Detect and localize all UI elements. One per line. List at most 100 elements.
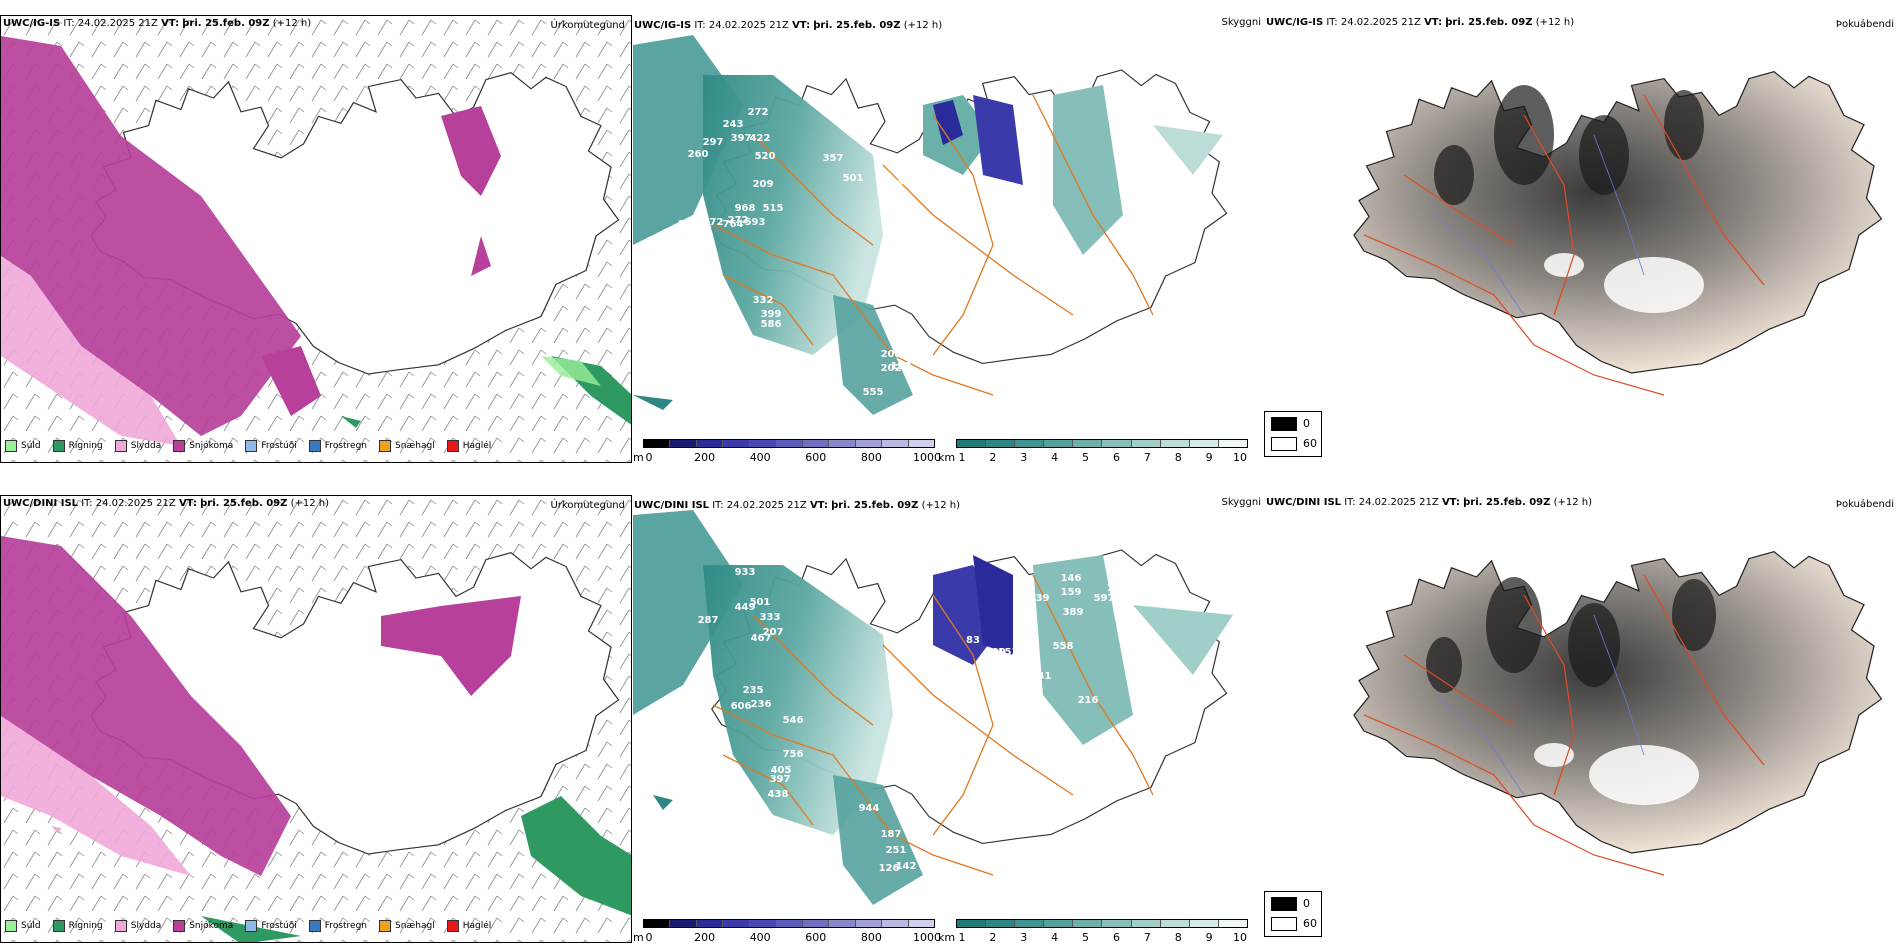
ceiling-value-label: 287 bbox=[698, 615, 719, 626]
colorbar-tick: 0 bbox=[645, 451, 653, 463]
colorbar-segment bbox=[986, 440, 1016, 447]
ceiling-colorbar: m 0 200 400 600 800 1000 bbox=[633, 439, 941, 463]
legend-swatch bbox=[308, 440, 321, 452]
ceiling-value-label: 501 bbox=[843, 173, 864, 184]
it-label: IT: bbox=[63, 18, 75, 29]
legend-swatch bbox=[308, 920, 321, 932]
colorbar-tick: 1 bbox=[958, 451, 966, 463]
visibility-title: UWC/DINI ISL IT: 24.02.2025 21Z VT: þri.… bbox=[634, 500, 960, 511]
colorbar-tick: 9 bbox=[1205, 931, 1213, 943]
ceiling-value-label: 139 bbox=[1029, 593, 1050, 604]
legend-label: Snjókoma bbox=[189, 441, 234, 451]
valid-time: þri. 25.feb. 09Z bbox=[1445, 17, 1533, 28]
ceiling-unit: m bbox=[633, 451, 644, 463]
colorbar-tick: 5 bbox=[1082, 451, 1090, 463]
precip-legend-item: Snjókoma bbox=[173, 440, 233, 452]
legend-swatch bbox=[446, 440, 459, 452]
lead-time: (+12 h) bbox=[290, 498, 330, 509]
colorbar-segment bbox=[1218, 440, 1247, 447]
ceiling-value-label: 586 bbox=[761, 319, 782, 330]
ceiling-value-label: 399 bbox=[761, 309, 782, 320]
it-label: IT: bbox=[694, 20, 706, 31]
colorbar-segment bbox=[1044, 920, 1074, 927]
fog-title: UWC/IG-IS IT: 24.02.2025 21Z VT: þri. 25… bbox=[1266, 17, 1574, 28]
colorbar-tick: 0 bbox=[645, 931, 653, 943]
lead-time: (+12 h) bbox=[903, 20, 943, 31]
colorbar-segment bbox=[802, 920, 830, 927]
legend-label: Slydda bbox=[130, 921, 162, 931]
precip-panel-bottom: UWC/DINI ISL IT: 24.02.2025 21Z VT: þri.… bbox=[0, 495, 632, 943]
ceiling-value-label: 333 bbox=[760, 612, 781, 623]
fog-panel-label: Þokuábendi bbox=[1835, 499, 1894, 510]
valid-time: þri. 25.feb. 09Z bbox=[813, 20, 901, 31]
ceiling-value-label: 209 bbox=[753, 179, 774, 190]
colorbar-segment bbox=[1189, 920, 1219, 927]
colorbar-segment bbox=[723, 440, 750, 447]
colorbar-tick: 1 bbox=[958, 931, 966, 943]
colorbar-tick: 6 bbox=[1112, 931, 1120, 943]
model-name: UWC/IG-IS bbox=[3, 18, 61, 29]
legend-label: Súld bbox=[21, 441, 41, 451]
precip-legend: Súld Rigning Slydda Snjókoma Frostúði Frostre… bbox=[5, 440, 491, 452]
precip-legend-item: Snjókoma bbox=[173, 920, 233, 932]
colorbar-tick: 9 bbox=[1205, 451, 1213, 463]
ceiling-value-label: 146 bbox=[1061, 573, 1082, 584]
precip-legend-item: Slydda bbox=[114, 920, 162, 932]
legend-label: Frostregn bbox=[324, 441, 368, 451]
model-name: UWC/IG-IS bbox=[634, 20, 692, 31]
visibility-colorbar: km 1 2 3 4 5 6 7 8 9 10 bbox=[938, 919, 1248, 943]
vt-label: VT: bbox=[178, 498, 197, 509]
vt-label: VT: bbox=[1424, 17, 1443, 28]
ceiling-value-label: 422 bbox=[750, 133, 771, 144]
ceiling-value-label: 123 bbox=[883, 177, 904, 188]
colorbar-segment bbox=[1015, 920, 1045, 927]
fog-title: UWC/DINI ISL IT: 24.02.2025 21Z VT: þri.… bbox=[1266, 497, 1592, 508]
ceiling-value-label: 208 bbox=[881, 349, 902, 360]
visibility-title: UWC/IG-IS IT: 24.02.2025 21Z VT: þri. 25… bbox=[634, 20, 942, 31]
colorbar-segment bbox=[1131, 440, 1161, 447]
colorbar-tick: 200 bbox=[694, 451, 716, 463]
legend-label: Frostúði bbox=[261, 921, 297, 931]
legend-label: Rigning bbox=[68, 921, 103, 931]
legend-swatch bbox=[173, 920, 186, 932]
init-time: 24.02.2025 21Z bbox=[726, 500, 807, 511]
colorbar-segment bbox=[882, 920, 909, 927]
precip-legend-item: Frostregn bbox=[308, 920, 367, 932]
colorbar-segment bbox=[670, 920, 697, 927]
legend-swatch bbox=[114, 440, 127, 452]
colorbar-segment bbox=[957, 440, 987, 447]
colorbar-segment bbox=[1102, 920, 1132, 927]
precip-legend-item: Rigning bbox=[52, 920, 103, 932]
fog-legend-label: 60 bbox=[1303, 437, 1317, 450]
precip-legend-item: Súld bbox=[5, 920, 41, 932]
ceiling-value-label: 193 bbox=[891, 361, 912, 372]
colorbar-segment bbox=[776, 920, 803, 927]
fog-map bbox=[1353, 71, 1883, 396]
ceiling-colorbar: m 0 200 400 600 800 1000 bbox=[633, 919, 941, 943]
fog-panel-label: Þokuábendi bbox=[1835, 19, 1894, 30]
colorbar-tick: 7 bbox=[1143, 931, 1151, 943]
colorbar-segment bbox=[1160, 440, 1190, 447]
precip-map bbox=[1, 496, 631, 942]
legend-swatch bbox=[52, 440, 65, 452]
ceiling-value-label: 467 bbox=[751, 633, 772, 644]
ceiling-value-label: 126 bbox=[879, 863, 900, 874]
valid-time: þri. 25.feb. 09Z bbox=[182, 18, 270, 29]
precip-map bbox=[1, 16, 631, 462]
ceiling-value-label: 397 bbox=[731, 133, 752, 144]
colorbar-tick: 600 bbox=[805, 451, 827, 463]
colorbar-segment bbox=[1131, 920, 1161, 927]
ceiling-value-label: 389 bbox=[1063, 607, 1084, 618]
visibility-panel-bottom: 933 449 501 333 207 467 287 235 606 236 546 756 405 3… bbox=[633, 495, 1263, 943]
legend-swatch bbox=[379, 440, 392, 452]
ceiling-value-label: 140 bbox=[1107, 583, 1128, 594]
colorbar-segment bbox=[855, 920, 883, 927]
valid-time: þri. 25.feb. 09Z bbox=[1463, 497, 1551, 508]
fog-legend: 0 60 bbox=[1264, 411, 1322, 457]
precip-legend-item: Frostúði bbox=[245, 440, 297, 452]
colorbar-tick: 800 bbox=[860, 451, 882, 463]
legend-swatch bbox=[52, 920, 65, 932]
legend-swatch bbox=[446, 920, 459, 932]
